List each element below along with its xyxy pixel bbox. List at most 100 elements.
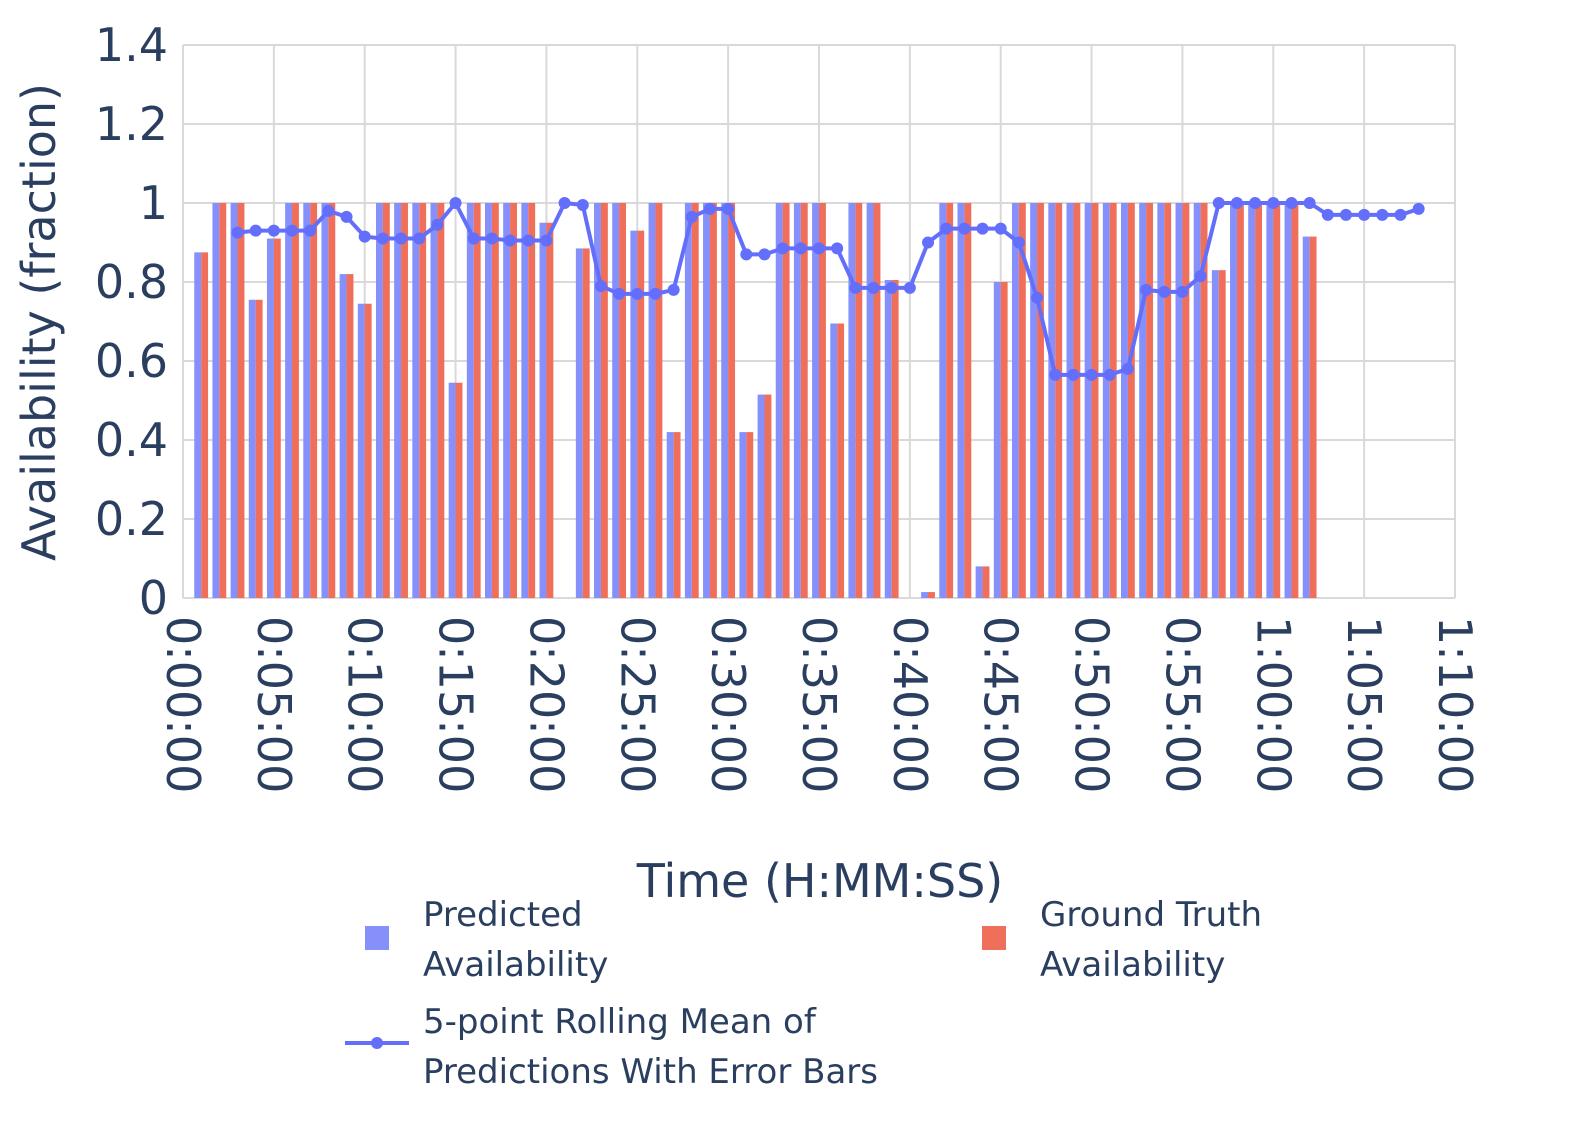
bar-predicted bbox=[1011, 203, 1019, 598]
y-tick-label: 1.4 bbox=[95, 18, 168, 72]
bar-predicted bbox=[521, 203, 529, 598]
bar-predicted bbox=[1230, 203, 1237, 598]
bar-ground-truth bbox=[600, 203, 608, 598]
bar-predicted bbox=[612, 203, 620, 598]
x-tick-label: 0:10:00 bbox=[338, 616, 392, 793]
bar-ground-truth bbox=[1273, 203, 1281, 598]
bar-ground-truth bbox=[273, 238, 281, 599]
bar-predicted bbox=[339, 274, 347, 598]
bar-ground-truth bbox=[382, 203, 390, 598]
legend-label-ground-truth: Ground Truth Availability bbox=[1040, 895, 1273, 985]
rolling-mean-point bbox=[776, 242, 789, 255]
bar-ground-truth bbox=[546, 222, 554, 598]
bar-predicted bbox=[1211, 270, 1219, 598]
bar-ground-truth bbox=[1200, 203, 1208, 598]
x-tick-label: 0:40:00 bbox=[883, 616, 937, 793]
bar-predicted bbox=[721, 203, 729, 598]
rolling-mean-point bbox=[340, 210, 353, 223]
bar-predicted bbox=[230, 203, 238, 598]
legend-item-predicted[interactable]: Predicted Availability bbox=[365, 895, 608, 985]
bar-predicted bbox=[1157, 203, 1165, 598]
bar-predicted bbox=[575, 248, 583, 599]
bar-predicted bbox=[1266, 203, 1274, 598]
x-tick-label: 0:15:00 bbox=[429, 616, 483, 793]
rolling-mean-point bbox=[631, 287, 644, 300]
rolling-mean-point bbox=[976, 222, 989, 235]
rolling-mean-point bbox=[322, 204, 335, 217]
bar-ground-truth bbox=[1037, 203, 1044, 598]
rolling-mean-point bbox=[1085, 368, 1098, 381]
bar-ground-truth bbox=[746, 432, 754, 598]
rolling-mean-point bbox=[1049, 368, 1062, 381]
y-tick-label: 0.4 bbox=[95, 413, 168, 467]
rolling-mean-point bbox=[703, 202, 716, 215]
bar-predicted bbox=[375, 203, 383, 598]
legend-swatch-ground-truth bbox=[982, 926, 1006, 950]
bar-predicted bbox=[1302, 236, 1310, 598]
legend-marker-rolling-mean bbox=[371, 1037, 383, 1049]
bar-ground-truth bbox=[219, 203, 227, 598]
rolling-mean-point bbox=[849, 281, 862, 294]
y-tick-label: 0.6 bbox=[95, 334, 168, 388]
bar-ground-truth bbox=[510, 203, 517, 598]
rolling-mean-point bbox=[1194, 270, 1207, 283]
bar-ground-truth bbox=[582, 248, 590, 599]
bar-ground-truth bbox=[800, 203, 808, 598]
legend-item-rolling-mean[interactable]: 5-point Rolling Mean of Predictions With… bbox=[345, 1002, 878, 1092]
rolling-mean-point bbox=[1249, 197, 1262, 209]
bar-predicted bbox=[1066, 203, 1074, 598]
bar-ground-truth bbox=[401, 203, 408, 598]
rolling-mean-point bbox=[1394, 208, 1407, 221]
bar-ground-truth bbox=[946, 203, 954, 598]
bar-ground-truth bbox=[855, 203, 863, 598]
rolling-mean-point bbox=[286, 224, 299, 237]
bar-predicted bbox=[321, 203, 329, 598]
x-tick-label: 1:00:00 bbox=[1246, 616, 1300, 793]
rolling-mean-point bbox=[1376, 208, 1389, 221]
rolling-mean-point bbox=[1158, 285, 1171, 298]
legend-label-predicted: Predicted Availability bbox=[423, 895, 608, 985]
bar-predicted bbox=[957, 203, 965, 598]
bar-ground-truth bbox=[637, 230, 645, 598]
rolling-mean-point bbox=[740, 248, 753, 261]
rolling-mean-point bbox=[722, 202, 735, 215]
bar-ground-truth bbox=[1000, 282, 1008, 598]
bar-ground-truth bbox=[1182, 203, 1190, 598]
rolling-mean-layer bbox=[231, 197, 1425, 381]
bar-predicted bbox=[793, 203, 801, 598]
rolling-mean-point bbox=[867, 281, 880, 294]
legend-item-ground-truth[interactable]: Ground Truth Availability bbox=[982, 895, 1273, 985]
rolling-mean-point bbox=[522, 234, 535, 247]
rolling-mean-point bbox=[594, 279, 607, 292]
bar-ground-truth bbox=[1255, 203, 1263, 598]
bar-predicted bbox=[266, 238, 274, 599]
bar-predicted bbox=[1030, 203, 1038, 598]
rolling-mean-point bbox=[922, 236, 935, 249]
rolling-mean-point bbox=[958, 222, 971, 235]
bar-predicted bbox=[703, 203, 710, 598]
bar-predicted bbox=[303, 203, 311, 598]
bar-ground-truth bbox=[528, 203, 536, 598]
rolling-mean-point bbox=[1012, 236, 1025, 249]
rolling-mean-point bbox=[1176, 285, 1189, 298]
bar-predicted bbox=[921, 592, 929, 598]
bar-ground-truth bbox=[1218, 270, 1226, 598]
bar-ground-truth bbox=[964, 203, 972, 598]
rolling-mean-point bbox=[1412, 202, 1425, 215]
rolling-mean-point bbox=[1303, 197, 1316, 209]
y-tick-labels: 0 0.2 0.4 0.6 0.8 1 1.2 1.4 bbox=[95, 18, 168, 625]
bar-ground-truth bbox=[928, 592, 935, 598]
bar-predicted bbox=[775, 203, 783, 598]
rolling-mean-point bbox=[467, 232, 480, 245]
bar-ground-truth bbox=[709, 203, 717, 598]
bar-predicted bbox=[357, 303, 365, 598]
bar-ground-truth bbox=[691, 203, 699, 598]
legend-label-rolling-mean: 5-point Rolling Mean of Predictions With… bbox=[423, 1002, 878, 1092]
bar-predicted bbox=[1248, 203, 1256, 598]
bar-predicted bbox=[1084, 203, 1092, 598]
bar-predicted bbox=[448, 382, 456, 598]
x-tick-label: 1:05:00 bbox=[1337, 616, 1391, 793]
bar-ground-truth bbox=[1291, 203, 1299, 598]
rolling-mean-point bbox=[485, 232, 498, 245]
rolling-mean-point bbox=[613, 287, 626, 300]
